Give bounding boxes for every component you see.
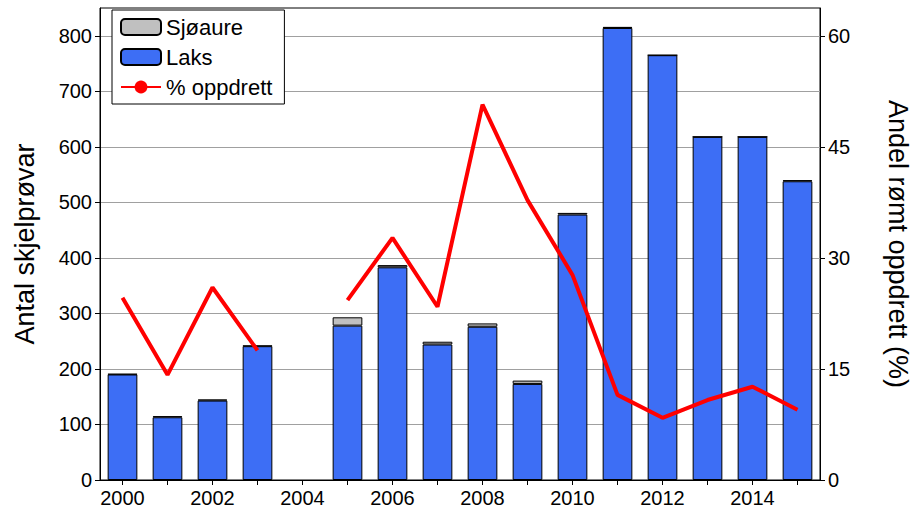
svg-text:45: 45	[828, 136, 850, 158]
svg-text:300: 300	[59, 302, 92, 324]
svg-text:Laks: Laks	[166, 45, 212, 70]
svg-text:2002: 2002	[190, 487, 235, 509]
svg-text:2006: 2006	[370, 487, 415, 509]
svg-text:2014: 2014	[730, 487, 775, 509]
svg-text:0: 0	[81, 469, 92, 491]
svg-text:500: 500	[59, 191, 92, 213]
svg-text:100: 100	[59, 413, 92, 435]
svg-text:% oppdrett: % oppdrett	[166, 75, 272, 100]
svg-text:15: 15	[828, 358, 850, 380]
svg-text:200: 200	[59, 358, 92, 380]
svg-text:2008: 2008	[460, 487, 505, 509]
svg-text:2010: 2010	[550, 487, 595, 509]
svg-text:400: 400	[59, 247, 92, 269]
svg-text:Andel rømt oppdrett (%): Andel rømt oppdrett (%)	[883, 100, 913, 388]
svg-text:0: 0	[828, 469, 839, 491]
svg-text:Sjøaure: Sjøaure	[166, 15, 243, 40]
svg-text:700: 700	[59, 80, 92, 102]
svg-text:600: 600	[59, 136, 92, 158]
svg-text:2012: 2012	[640, 487, 685, 509]
svg-text:Antal skjelprøvar: Antal skjelprøvar	[10, 143, 40, 344]
svg-text:2000: 2000	[100, 487, 145, 509]
svg-text:30: 30	[828, 247, 850, 269]
svg-text:60: 60	[828, 25, 850, 47]
svg-text:800: 800	[59, 25, 92, 47]
svg-text:2004: 2004	[280, 487, 325, 509]
